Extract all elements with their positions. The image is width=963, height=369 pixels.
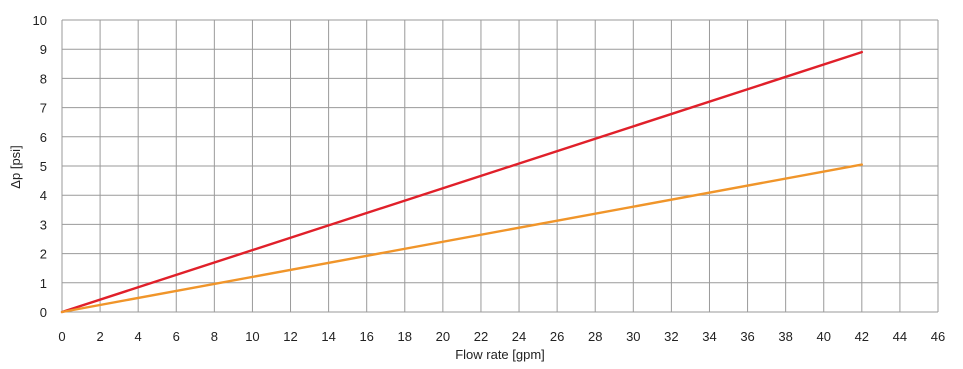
x-tick-label: 12 [283,329,297,344]
x-tick-label: 4 [135,329,142,344]
x-tick-label: 44 [893,329,907,344]
x-tick-label: 2 [96,329,103,344]
x-tick-label: 40 [817,329,831,344]
x-tick-label: 20 [436,329,450,344]
x-tick-label: 30 [626,329,640,344]
y-axis-label: Δp [psi] [8,145,23,188]
y-tick-label: 3 [40,217,47,232]
x-tick-label: 42 [855,329,869,344]
x-tick-label: 36 [740,329,754,344]
x-tick-label: 22 [474,329,488,344]
y-tick-label: 6 [40,130,47,145]
y-tick-label: 8 [40,71,47,86]
y-tick-label: 7 [40,101,47,116]
y-tick-label: 1 [40,276,47,291]
x-axis-label: Flow rate [gpm] [455,347,545,362]
series-line-1 [60,50,864,314]
x-axis-ticks: 0 2 4 6 8 10 12 14 16 18 20 22 24 26 28 30 32 34 36 38 40 42 4… [58,329,945,344]
y-tick-label: 5 [40,159,47,174]
y-tick-label: 10 [33,13,47,28]
x-tick-label: 18 [398,329,412,344]
x-tick-label: 38 [778,329,792,344]
series-line-2 [60,163,864,314]
x-tick-label: 16 [359,329,373,344]
x-tick-label: 10 [245,329,259,344]
y-tick-label: 0 [40,305,47,320]
x-tick-label: 34 [702,329,716,344]
x-tick-label: 14 [321,329,335,344]
x-tick-label: 24 [512,329,526,344]
y-tick-label: 2 [40,247,47,262]
series-group [60,50,864,314]
x-tick-label: 26 [550,329,564,344]
x-tick-label: 28 [588,329,602,344]
x-tick-label: 0 [58,329,65,344]
x-tick-label: 32 [664,329,678,344]
x-tick-label: 46 [931,329,945,344]
y-axis-ticks: 0 1 2 3 4 5 6 7 8 9 10 [33,13,47,320]
y-tick-label: 4 [40,188,47,203]
y-tick-label: 9 [40,42,47,57]
grid [61,19,939,313]
x-tick-label: 6 [173,329,180,344]
x-tick-label: 8 [211,329,218,344]
